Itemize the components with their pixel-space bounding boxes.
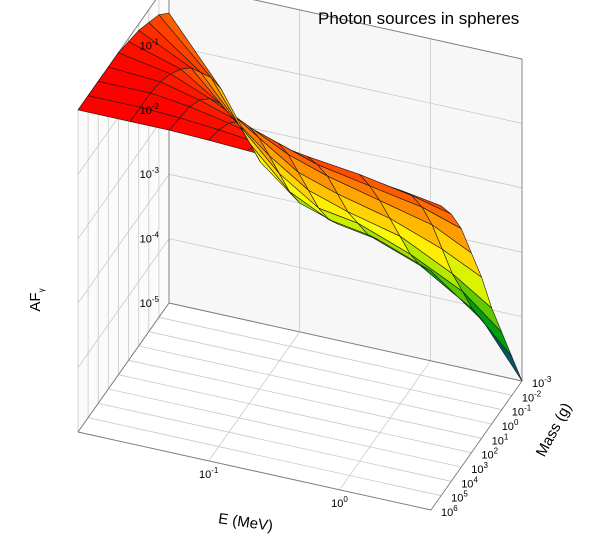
floor-gridline: [88, 417, 442, 497]
floor-gridline: [108, 388, 462, 468]
z-tick-label: 10-2: [140, 102, 160, 117]
z-tick-label: 10-4: [140, 231, 160, 246]
x-axis-tick-labels: 10-1 100: [199, 466, 348, 510]
floor-gridline: [128, 359, 482, 439]
z-axis-label-main: AF: [27, 292, 44, 311]
chart-title: Photon sources in spheres: [318, 9, 519, 28]
y-tick-label: 106: [441, 504, 458, 519]
y-tick-label: 10-3: [532, 375, 552, 390]
z-tick-label: 10-5: [140, 295, 160, 310]
y-tick-label: 105: [451, 490, 468, 505]
y-tick-label: 101: [492, 432, 509, 447]
y-tick-label: 103: [471, 461, 488, 476]
z-axis-label-subscript: γ: [37, 288, 46, 292]
floor-gridline: [118, 374, 472, 454]
side-wall-gridline: [77, 109, 170, 240]
surface-mesh: [77, 12, 523, 382]
box-edge: [252, 0, 523, 60]
floor-gridline: [158, 316, 512, 396]
y-tick-label: 100: [502, 418, 519, 433]
x-tick-label: 10-1: [199, 466, 219, 481]
box-edge: [430, 380, 523, 511]
z-tick-label: 10-3: [140, 166, 160, 181]
x-axis-label: E (MeV): [217, 510, 274, 534]
surface-cell: [472, 309, 523, 382]
y-tick-label: 104: [461, 475, 478, 490]
box-edge: [168, 302, 523, 382]
x-tick-label: 100: [331, 495, 348, 510]
box-edge: [77, 302, 170, 433]
y-tick-label: 102: [481, 447, 498, 462]
back-wall-gridline: [168, 238, 523, 317]
y-tick-label: 10-1: [512, 404, 532, 419]
z-axis-label: AFγ: [27, 288, 46, 311]
y-tick-label: 10-2: [522, 389, 542, 404]
floor-gridline: [148, 331, 502, 411]
floor-gridline: [138, 345, 492, 425]
floor-gridline: [98, 402, 452, 482]
y-axis-label: Mass (g): [533, 400, 575, 459]
svg-text:AFγ: AFγ: [27, 288, 46, 311]
side-wall-gridline: [77, 238, 170, 368]
z-tick-label: 10-1: [140, 37, 160, 52]
back-wall-gridline: [168, 45, 523, 124]
floor-gridline: [339, 360, 431, 491]
floor-gridline: [208, 331, 301, 462]
plot-box-front-edges: [77, 380, 523, 511]
box-edge: [77, 431, 432, 511]
side-wall-gridline: [77, 173, 170, 304]
